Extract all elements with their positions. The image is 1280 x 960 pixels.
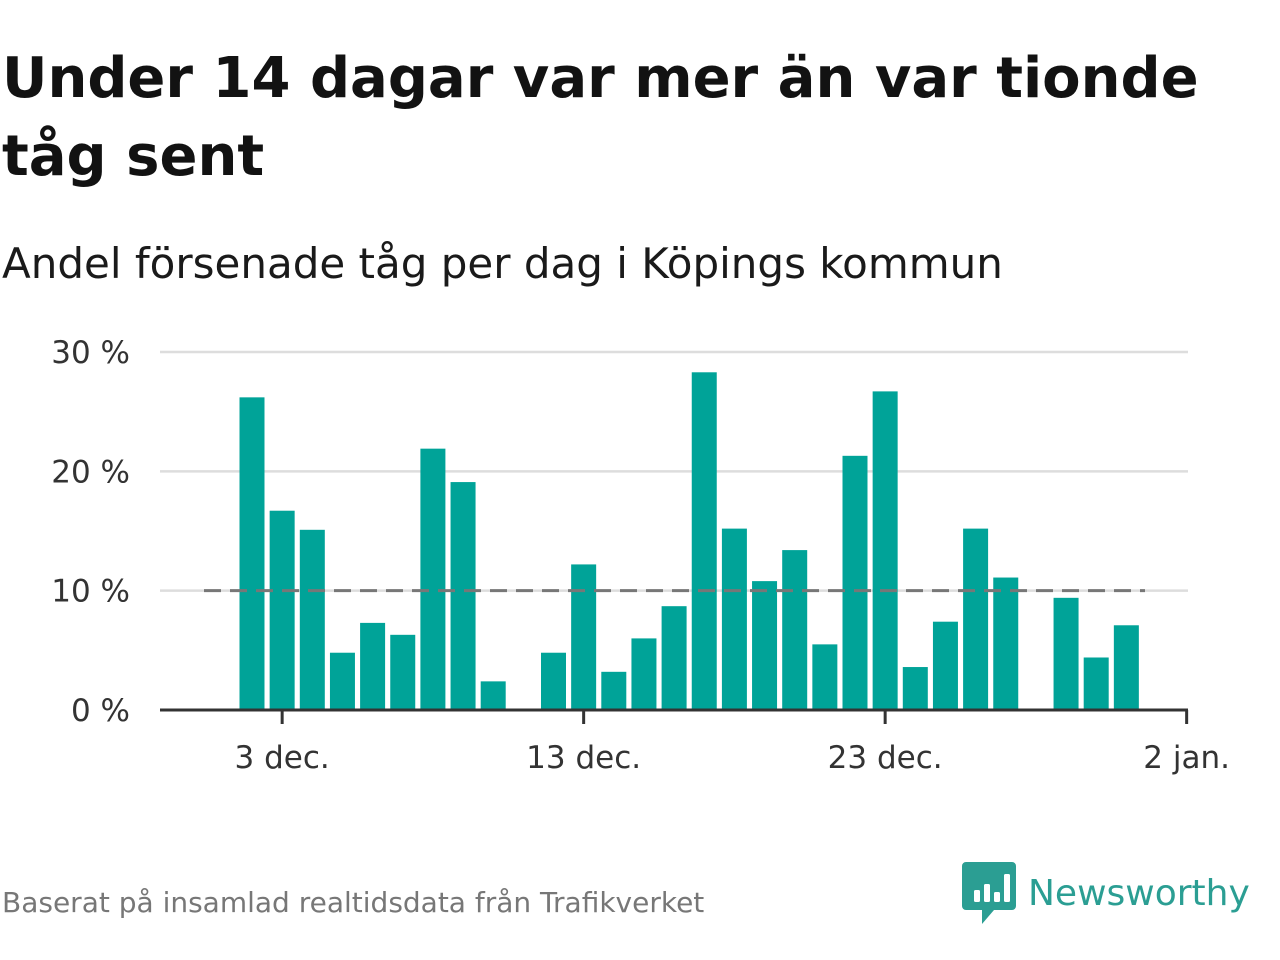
bar-2023-12-30 — [1083, 657, 1109, 710]
bar-2023-12-06 — [360, 622, 386, 710]
bar-2023-12-16 — [661, 606, 687, 710]
bar-2023-12-09 — [450, 482, 476, 710]
bar-2023-12-26 — [963, 528, 989, 710]
bar-2023-12-14 — [601, 671, 627, 710]
bar-2023-12-24 — [902, 667, 928, 710]
bar-2023-12-10 — [480, 681, 506, 710]
bar-2023-12-15 — [631, 638, 657, 710]
bar-2023-12-18 — [721, 528, 747, 710]
logo-bar-3 — [994, 892, 1000, 902]
bar-2023-12-23 — [872, 391, 898, 710]
bar-2023-12-07 — [390, 634, 416, 710]
y-tick-label-2: 20 % — [51, 454, 130, 490]
bar-2023-12-19 — [752, 581, 778, 710]
x-tick-label-0: 3 dec. — [235, 740, 330, 776]
bar-2023-12-25 — [932, 621, 958, 710]
bar-2023-12-05 — [329, 652, 355, 710]
brand-name: Newsworthy — [1028, 872, 1250, 914]
x-tick-label-3: 2 jan. — [1143, 740, 1230, 776]
logo-bar-2 — [984, 884, 990, 902]
bar-2023-12-31 — [1113, 625, 1139, 710]
chart-title: Under 14 dagar var mer än var tionde tåg… — [2, 46, 1199, 189]
y-tick-label-0: 0 % — [71, 693, 130, 729]
bars — [239, 372, 1139, 710]
source-note: Baserat på insamlad realtidsdata från Tr… — [2, 886, 705, 919]
brand-logo: Newsworthy — [962, 862, 1250, 924]
bar-chart: 0 % 10 % 20 % 30 % 3 dec. 13 dec. 23 dec. 2 ja… — [51, 335, 1230, 776]
bar-2023-12-22 — [842, 455, 868, 710]
logo-bar-1 — [974, 890, 980, 902]
bar-2023-12-12 — [541, 652, 566, 710]
logo-bar-4 — [1004, 874, 1010, 902]
bar-2023-12-27 — [993, 577, 1019, 710]
bar-2023-12-29 — [1053, 597, 1079, 710]
y-tick-label-1: 10 % — [51, 574, 130, 610]
bar-2023-12-17 — [691, 372, 717, 710]
x-tick-label-1: 13 dec. — [526, 740, 641, 776]
y-tick-label-3: 30 % — [51, 335, 130, 371]
x-axis-tick-labels: 3 dec. 13 dec. 23 dec. 2 jan. — [235, 740, 1230, 776]
x-axis — [160, 708, 1189, 724]
chart-subtitle: Andel försenade tåg per dag i Köpings ko… — [2, 239, 1003, 288]
bar-2023-12-20 — [782, 550, 808, 710]
newsworthy-logo-icon — [962, 862, 1016, 924]
bar-2023-12-13 — [571, 564, 597, 710]
bar-2023-12-04 — [299, 529, 325, 710]
x-tick-label-2: 23 dec. — [828, 740, 943, 776]
bar-2023-12-03 — [269, 510, 295, 710]
y-axis-tick-labels: 0 % 10 % 20 % 30 % — [51, 335, 130, 729]
bar-2023-12-08 — [420, 448, 446, 710]
bar-2023-12-02 — [239, 397, 265, 710]
bar-2023-12-21 — [812, 644, 838, 710]
